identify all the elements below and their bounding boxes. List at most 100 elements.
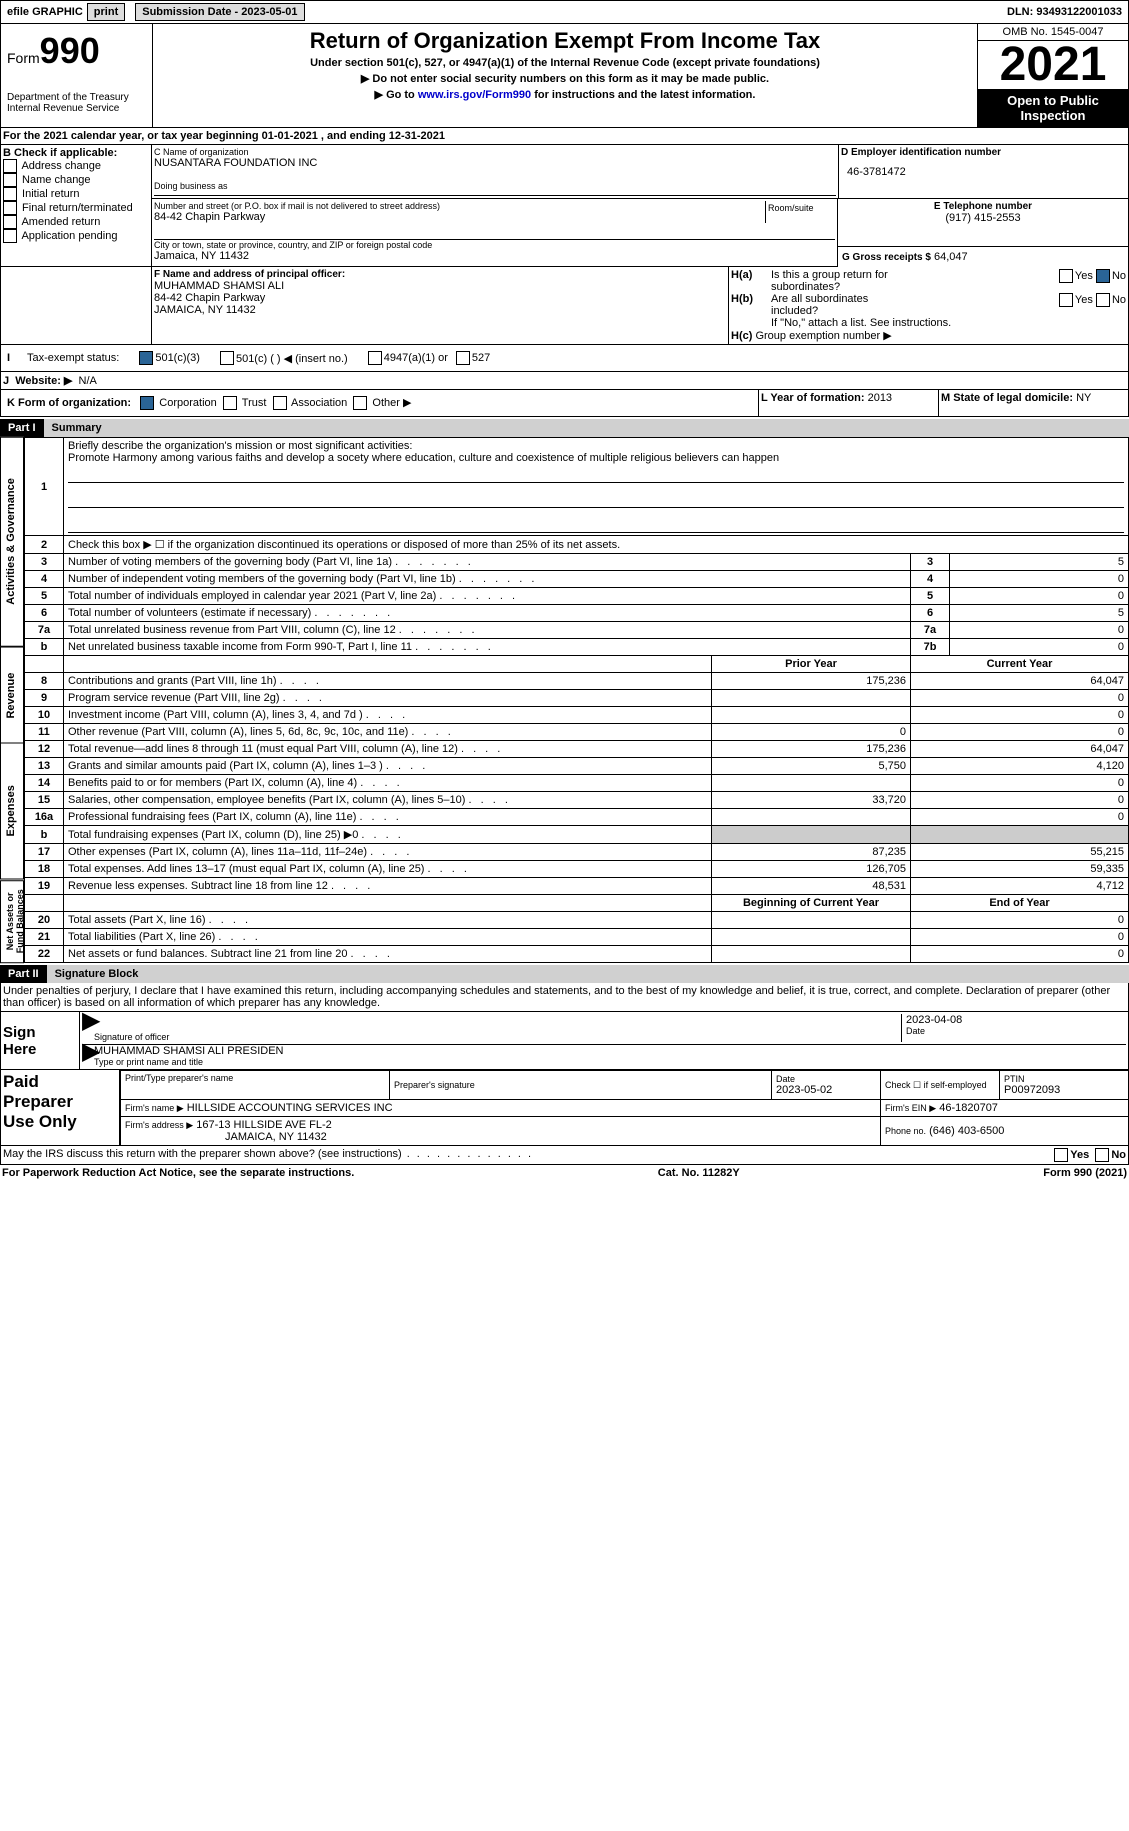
bcdeg-row: B Check if applicable: Address change Na… <box>0 145 1129 267</box>
section-eg: E Telephone number (917) 415-2553 G Gros… <box>838 199 1129 267</box>
section-j: J Website: ▶ N/A <box>0 372 1129 390</box>
summary-section: Activities & Governance Revenue Expenses… <box>0 437 1129 963</box>
vert-netassets: Net Assets or Fund Balances <box>0 880 24 963</box>
section-b: B Check if applicable: Address change Na… <box>0 145 152 267</box>
data-row: 14Benefits paid to or for members (Part … <box>25 775 1129 792</box>
i-527-checkbox[interactable] <box>456 351 470 365</box>
top-bar: efile GRAPHIC print Submission Date - 20… <box>0 0 1129 24</box>
gov-row: 4Number of independent voting members of… <box>25 571 1129 588</box>
k-option-2[interactable]: Association <box>266 397 347 409</box>
section-c: C Name of organization NUSANTARA FOUNDAT… <box>152 145 1129 267</box>
form-box: Form990 Department of the Treasury Inter… <box>1 24 153 127</box>
city-state-zip: Jamaica, NY 11432 <box>154 250 835 262</box>
org-name: NUSANTARA FOUNDATION INC <box>154 157 836 169</box>
summary-table: 1 Briefly describe the organization's mi… <box>24 437 1129 963</box>
form-subtitle-3: ▶ Go to www.irs.gov/Form990 for instruct… <box>157 88 973 101</box>
data-row: 8Contributions and grants (Part VIII, li… <box>25 673 1129 690</box>
telephone: (917) 415-2553 <box>840 212 1126 224</box>
klm-row: K Form of organization: Corporation Trus… <box>0 390 1129 417</box>
section-m: M State of legal domicile: NY <box>939 390 1129 417</box>
b-option-0[interactable]: Address change <box>3 159 149 173</box>
discuss-row: May the IRS discuss this return with the… <box>0 1146 1129 1165</box>
b-option-3[interactable]: Final return/terminated <box>3 201 149 215</box>
form-number: 990 <box>40 30 100 71</box>
k-option-0[interactable]: Corporation <box>134 397 217 409</box>
data-row: 20Total assets (Part X, line 16) . . . .… <box>25 912 1129 929</box>
data-row: bTotal fundraising expenses (Part IX, co… <box>25 826 1129 844</box>
street-address: 84-42 Chapin Parkway <box>154 211 765 223</box>
room-suite: Room/suite <box>765 201 835 223</box>
b-option-5[interactable]: Application pending <box>3 229 149 243</box>
vert-governance: Activities & Governance <box>0 437 24 647</box>
i-501c3-checkbox[interactable] <box>139 351 153 365</box>
gov-row: 6Total number of volunteers (estimate if… <box>25 605 1129 622</box>
i-501c-checkbox[interactable] <box>220 351 234 365</box>
perjury-declaration: Under penalties of perjury, I declare th… <box>0 983 1129 1012</box>
line-a: For the 2021 calendar year, or tax year … <box>0 128 1129 145</box>
gov-row: 5Total number of individuals employed in… <box>25 588 1129 605</box>
mission-text: Promote Harmony among various faiths and… <box>68 452 779 464</box>
officer-name: MUHAMMAD SHAMSI ALI PRESIDEN <box>94 1045 1126 1057</box>
i-4947-checkbox[interactable] <box>368 351 382 365</box>
b-option-4[interactable]: Amended return <box>3 215 149 229</box>
inspection-box: Open to Public Inspection <box>978 89 1128 127</box>
right-box: OMB No. 1545-0047 2021 Open to Public In… <box>977 24 1128 127</box>
firm-phone: (646) 403-6500 <box>929 1125 1004 1137</box>
ha-yes-checkbox[interactable] <box>1059 269 1073 283</box>
form-subtitle-2: ▶ Do not enter social security numbers o… <box>157 72 973 85</box>
discuss-no-checkbox[interactable] <box>1095 1148 1109 1162</box>
section-f: F Name and address of principal officer:… <box>152 267 729 345</box>
firm-address-2: JAMAICA, NY 11432 <box>225 1131 327 1143</box>
paid-preparer-block: Paid Preparer Use Only Print/Type prepar… <box>0 1070 1129 1146</box>
ein-value: 46-3781472 <box>847 166 1126 178</box>
gov-row: 7aTotal unrelated business revenue from … <box>25 622 1129 639</box>
ha-no-checkbox[interactable] <box>1096 269 1110 283</box>
discuss-yes-checkbox[interactable] <box>1054 1148 1068 1162</box>
form-subtitle-1: Under section 501(c), 527, or 4947(a)(1)… <box>157 57 973 69</box>
irs-link[interactable]: www.irs.gov/Form990 <box>418 89 531 101</box>
data-row: 18Total expenses. Add lines 13–17 (must … <box>25 861 1129 878</box>
print-button[interactable]: print <box>87 3 125 21</box>
submission-date: Submission Date - 2023-05-01 <box>135 3 304 21</box>
section-l: L Year of formation: 2013 <box>759 390 939 417</box>
firm-address-1: 167-13 HILLSIDE AVE FL-2 <box>196 1119 332 1131</box>
part-ii-header: Part II Signature Block <box>0 965 1129 983</box>
b-option-2[interactable]: Initial return <box>3 187 149 201</box>
officer-signature-label: Signature of officer <box>94 1032 901 1042</box>
data-row: 11Other revenue (Part VIII, column (A), … <box>25 724 1129 741</box>
dln-label: DLN: 93493122001033 <box>1007 6 1122 18</box>
title-box: Return of Organization Exempt From Incom… <box>153 24 977 127</box>
form-word: Form <box>7 50 40 66</box>
gov-row: 3Number of voting members of the governi… <box>25 554 1129 571</box>
data-row: 16aProfessional fundraising fees (Part I… <box>25 809 1129 826</box>
sign-date: 2023-04-08 <box>906 1014 1126 1026</box>
k-option-1[interactable]: Trust <box>217 397 267 409</box>
sign-here-block: Sign Here ▶ Signature of officer 2023-04… <box>0 1012 1129 1070</box>
section-i: ITax-exempt status: 501(c)(3) 501(c) ( )… <box>0 345 1129 372</box>
vert-revenue: Revenue <box>0 647 24 744</box>
fh-row: F Name and address of principal officer:… <box>0 267 1129 345</box>
form-title: Return of Organization Exempt From Incom… <box>157 28 973 54</box>
dba-label: Doing business as <box>154 181 836 196</box>
efile-label: efile GRAPHIC <box>7 6 83 18</box>
data-row: 10Investment income (Part VIII, column (… <box>25 707 1129 724</box>
data-row: 19Revenue less expenses. Subtract line 1… <box>25 878 1129 895</box>
hb-yes-checkbox[interactable] <box>1059 293 1073 307</box>
data-row: 13Grants and similar amounts paid (Part … <box>25 758 1129 775</box>
vert-expenses: Expenses <box>0 743 24 880</box>
part-i-header: Part I Summary <box>0 419 1129 437</box>
self-employed-check[interactable]: Check ☐ if self-employed <box>881 1071 1000 1100</box>
data-row: 12Total revenue—add lines 8 through 11 (… <box>25 741 1129 758</box>
data-row: 9Program service revenue (Part VIII, lin… <box>25 690 1129 707</box>
section-h: H(a) Is this a group return forsubordina… <box>729 267 1129 345</box>
k-option-3[interactable]: Other ▶ <box>347 397 411 409</box>
section-d: D Employer identification number 46-3781… <box>839 145 1129 199</box>
data-row: 22Net assets or fund balances. Subtract … <box>25 946 1129 963</box>
b-option-1[interactable]: Name change <box>3 173 149 187</box>
form-header: Form990 Department of the Treasury Inter… <box>0 24 1129 128</box>
firm-ein: 46-1820707 <box>939 1102 998 1114</box>
tax-year: 2021 <box>978 41 1128 89</box>
data-row: 21Total liabilities (Part X, line 26) . … <box>25 929 1129 946</box>
firm-name: HILLSIDE ACCOUNTING SERVICES INC <box>187 1102 393 1114</box>
hb-no-checkbox[interactable] <box>1096 293 1110 307</box>
